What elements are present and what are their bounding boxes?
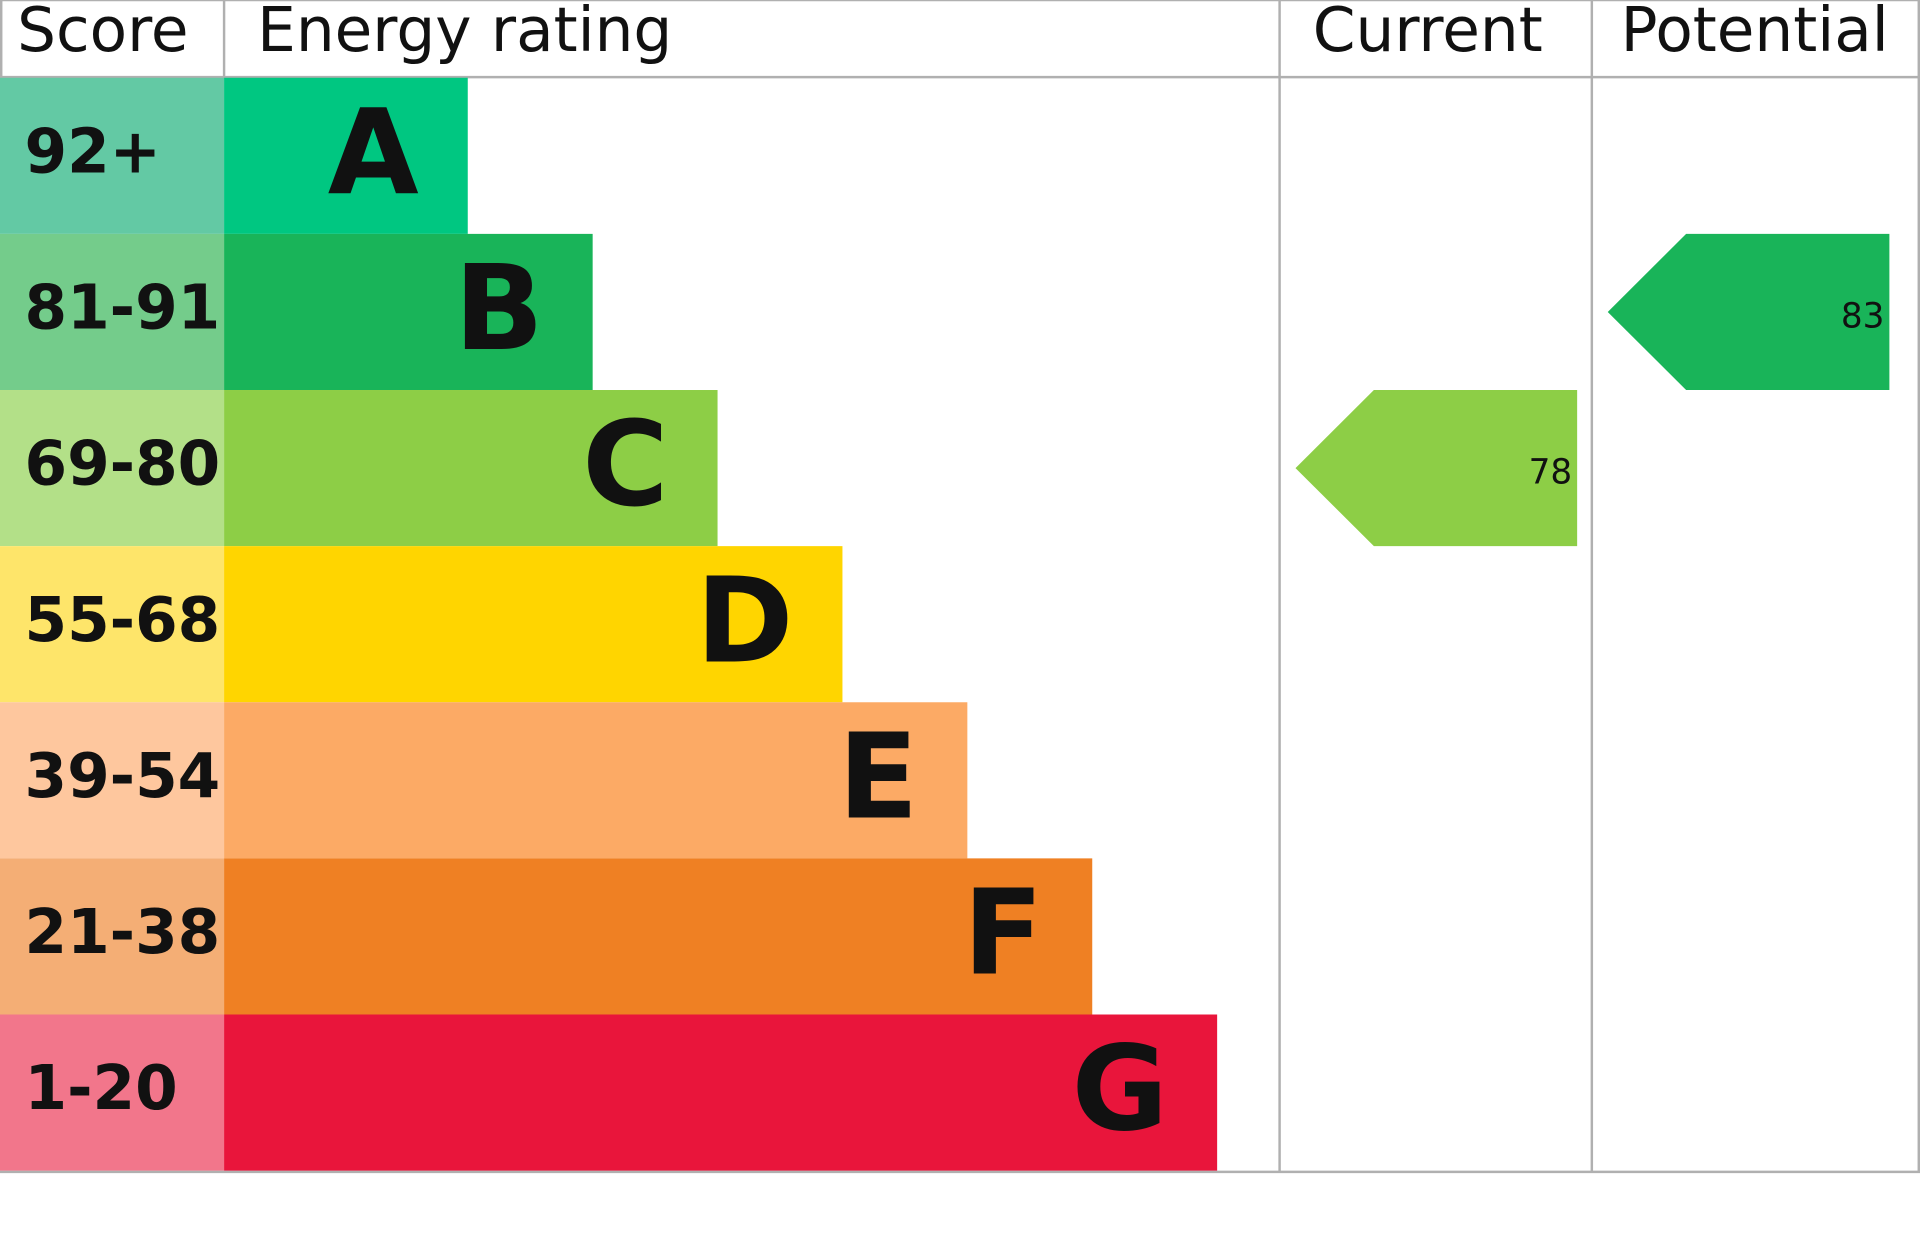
score-range: 81-91 (24, 273, 220, 344)
score-cell (0, 546, 225, 703)
rating-letter: E (838, 708, 918, 845)
score-cell (0, 233, 225, 391)
rating-letter: B (454, 240, 544, 377)
current-arrow (1295, 390, 1578, 547)
score-cell (0, 702, 225, 859)
rating-letter: F (963, 865, 1043, 1002)
rating-bar (224, 1014, 1218, 1171)
score-range: 1-20 (24, 1053, 177, 1124)
rating-letter: G (1072, 1021, 1168, 1158)
potential-header: Potential (1621, 0, 1889, 66)
rating-bar (224, 233, 593, 391)
score-range: 21-38 (24, 897, 220, 968)
score-range: 55-68 (24, 585, 220, 656)
current-header: Current (1313, 0, 1543, 66)
rating-letter: C (582, 396, 668, 533)
rating-bar (224, 702, 968, 859)
score-header: Score (17, 0, 188, 66)
score-cell (0, 390, 225, 547)
current-value: 78 (1529, 453, 1573, 493)
rating-letter: A (328, 84, 419, 221)
rating-letter: D (696, 552, 794, 689)
rating-bar (224, 390, 718, 547)
score-range: 39-54 (24, 741, 220, 812)
score-range: 69-80 (24, 429, 220, 500)
rating-bar (224, 77, 468, 234)
rating-header: Energy rating (257, 0, 672, 66)
rating-bar (224, 546, 843, 703)
potential-arrow (1607, 233, 1890, 391)
score-cell (0, 77, 225, 234)
rating-bar (224, 858, 1093, 1015)
potential-value: 83 (1841, 297, 1885, 337)
score-range: 92+ (24, 116, 161, 187)
score-cell (0, 858, 225, 1015)
score-cell (0, 1014, 225, 1171)
